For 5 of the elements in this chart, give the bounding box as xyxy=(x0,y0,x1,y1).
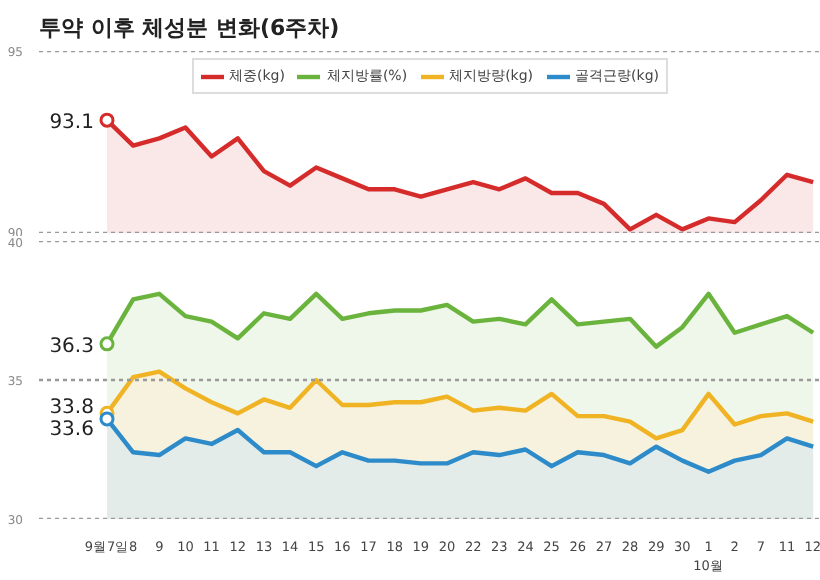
data-label: 93.1 xyxy=(49,112,94,135)
data-label: 36.3 xyxy=(49,335,94,358)
chart-title: 투약 이후 체성분 변화(6주차) xyxy=(39,15,340,41)
data-label: 33.6 xyxy=(49,418,94,441)
data-label: 33.8 xyxy=(49,397,94,420)
